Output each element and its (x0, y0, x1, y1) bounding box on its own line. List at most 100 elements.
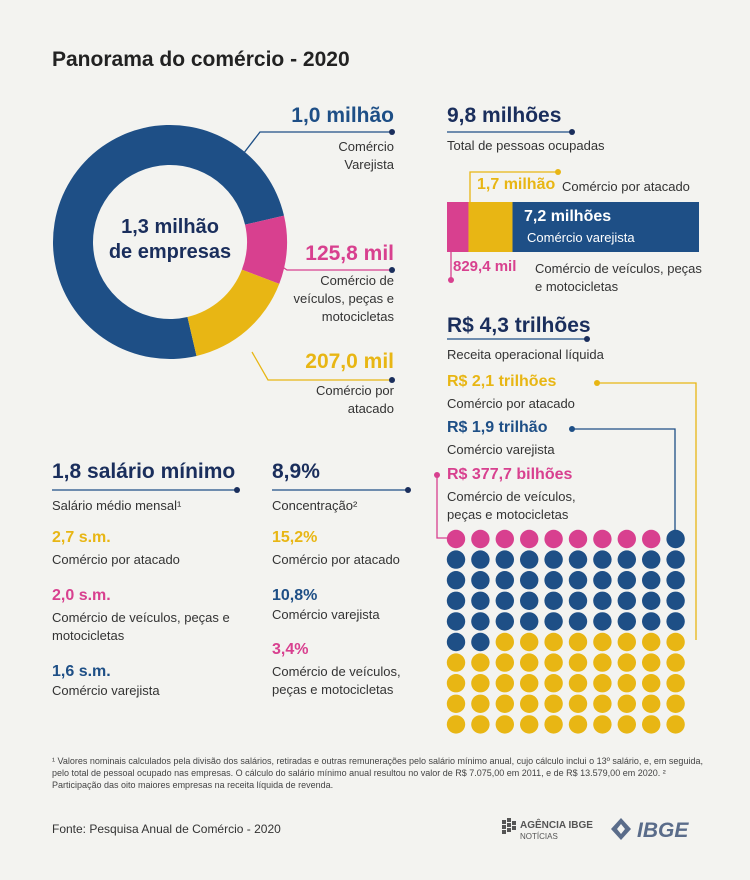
bar-segment (447, 202, 469, 252)
bar-label-varejista-value: 7,2 milhões (524, 208, 612, 225)
receita-atacado-value: R$ 2,1 trilhões (447, 373, 557, 390)
grid-dot (471, 632, 490, 652)
concentracao-veiculos-value: 3,4% (272, 641, 309, 658)
grid-dot (544, 632, 563, 652)
grid-dot (446, 550, 466, 569)
line-receita-atacado (597, 382, 697, 640)
grid-dot (642, 674, 661, 693)
salario-varejista-value: 1,6 s.m. (52, 663, 111, 680)
concentracao-subtitle: Concentração² (272, 498, 358, 513)
salario-varejista-text: Comércio varejista (52, 683, 160, 698)
grid-dot (617, 591, 636, 610)
grid-dot (495, 550, 514, 569)
grid-dot (520, 529, 539, 549)
grid-dot (642, 715, 661, 734)
pessoas-headline: 9,8 milhões (447, 104, 562, 127)
grid-dot (642, 653, 661, 672)
salario-atacado-text: Comércio por atacado (52, 552, 180, 567)
bar-label-veiculos-value: 829,4 mil (453, 258, 517, 275)
grid-dot (666, 694, 685, 713)
grid-dot (642, 591, 661, 610)
grid-dot (642, 694, 661, 713)
line-veiculos (271, 259, 392, 271)
donut-slice (187, 269, 280, 356)
line-end-dot (569, 129, 575, 135)
grid-dot (495, 653, 514, 672)
grid-dot (617, 612, 636, 631)
grid-dot (617, 674, 636, 693)
line-end-dot (389, 377, 395, 383)
grid-dot (495, 612, 514, 631)
agencia-ibge-logo: AGÊNCIA IBGE NOTÍCIAS (500, 816, 600, 842)
grid-dot (617, 715, 636, 734)
grid-dot (568, 694, 588, 713)
page-title: Panorama do comércio - 2020 (52, 48, 350, 71)
line-end-dot (389, 267, 395, 273)
grid-dot (593, 632, 612, 652)
line-end-dot (555, 169, 561, 175)
grid-dot (471, 694, 490, 713)
grid-dot (446, 674, 466, 693)
grid-dot (568, 715, 588, 734)
grid-dot (617, 694, 636, 713)
grid-dot (666, 612, 685, 631)
grid-dot (520, 653, 539, 672)
grid-dot (617, 653, 636, 672)
bar-label-atacado-text: Comércio por atacado (562, 179, 690, 194)
receita-veiculos-value: R$ 377,7 bilhões (447, 466, 573, 483)
bar-label-atacado-value: 1,7 milhão (477, 176, 556, 193)
grid-dot (593, 612, 612, 631)
grid-dot (642, 550, 661, 569)
grid-dot (446, 571, 466, 590)
slice-text: Comércio por atacado (315, 383, 394, 416)
slice-value: 1,0 milhão (291, 104, 394, 127)
slice-label-atacado: 207,0 mil Comércio por atacado (230, 350, 394, 418)
footnote: ¹ Valores nominais calculados pela divis… (52, 756, 703, 790)
dot-grid (446, 529, 685, 734)
grid-dot (471, 550, 490, 569)
line-end-dot (594, 380, 600, 386)
grid-dot (520, 591, 539, 610)
grid-dot (520, 612, 539, 631)
grid-dot (568, 674, 588, 693)
grid-dot (593, 694, 612, 713)
line-end-dot (389, 129, 395, 135)
bar-label-veiculos-text: Comércio de veículos, peças e motociclet… (535, 261, 702, 294)
donut-slice (53, 125, 285, 360)
line-varejista (239, 131, 392, 159)
donut-slice (241, 215, 288, 284)
line-end-dot (405, 487, 411, 493)
grid-dot (446, 612, 466, 631)
grid-dot (446, 632, 466, 652)
ibge-logo-icon: IBGE (611, 818, 689, 842)
line-end-dot (434, 472, 440, 478)
grid-dot (446, 591, 466, 610)
slice-text: Comércio Varejista (338, 139, 394, 172)
grid-dot (495, 694, 514, 713)
grid-dot (544, 612, 563, 631)
grid-dot (617, 571, 636, 590)
grid-dot (568, 550, 588, 569)
salario-subtitle: Salário médio mensal¹ (52, 498, 182, 513)
bar-segment (468, 202, 513, 252)
ibge-logo-text: IBGE (637, 819, 689, 842)
receita-atacado-text: Comércio por atacado (447, 396, 575, 411)
line-bar-atacado (469, 171, 558, 202)
grid-dot (495, 529, 514, 549)
grid-dot (666, 715, 685, 734)
salario-veiculos-text: Comércio de veículos, peças e motociclet… (52, 610, 230, 643)
grid-dot (471, 591, 490, 610)
receita-varejista-value: R$ 1,9 trilhão (447, 419, 548, 436)
grid-dot (471, 612, 490, 631)
grid-dot (544, 653, 563, 672)
grid-dot (568, 612, 588, 631)
grid-dot (617, 632, 636, 652)
grid-dot (495, 571, 514, 590)
grid-dot (471, 674, 490, 693)
grid-dot (666, 674, 685, 693)
donut-chart (53, 125, 288, 360)
bar-segment (512, 202, 699, 252)
grid-dot (666, 529, 685, 549)
grid-dot (520, 550, 539, 569)
